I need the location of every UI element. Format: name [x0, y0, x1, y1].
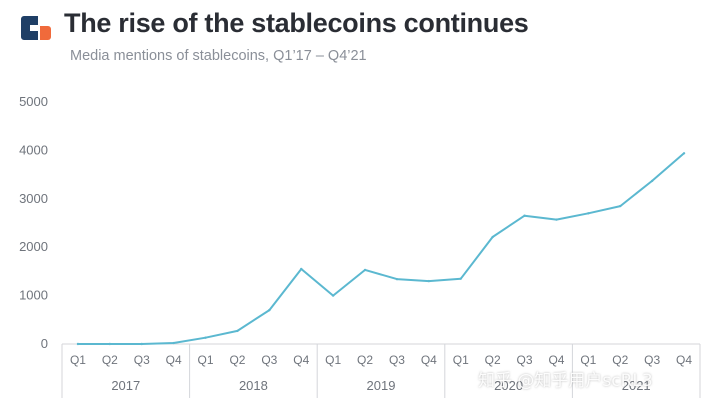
x-tick-label: Q2	[612, 353, 628, 367]
x-tick-label: Q1	[198, 353, 214, 367]
chart-subtitle: Media mentions of stablecoins, Q1’17 – Q…	[70, 48, 367, 64]
chart-title: The rise of the stablecoins continues	[64, 8, 529, 38]
y-tick-label: 1000	[19, 288, 48, 303]
x-tick-label: Q4	[166, 353, 182, 367]
data-point	[587, 212, 590, 215]
x-tick-label: Q1	[70, 353, 86, 367]
watermark: 知乎 @知乎用户scRL3	[478, 371, 653, 391]
x-tick-label: Q2	[485, 353, 501, 367]
data-point	[650, 179, 654, 183]
data-point	[523, 214, 526, 217]
x-tick-label: Q2	[357, 353, 373, 367]
x-tick-label: Q4	[548, 353, 564, 367]
data-point	[363, 268, 367, 272]
year-label: 2020	[494, 378, 523, 393]
company-logo-icon	[20, 14, 52, 42]
data-point	[395, 277, 399, 281]
x-tick-label: Q4	[676, 353, 692, 367]
x-tick-label: Q1	[453, 353, 469, 367]
data-point	[459, 277, 462, 280]
data-point	[491, 235, 494, 239]
x-tick-label: Q2	[229, 353, 245, 367]
data-point	[140, 342, 143, 346]
data-point	[427, 279, 431, 283]
x-tick-label: Q3	[389, 353, 405, 367]
data-point	[331, 294, 335, 297]
data-point	[619, 204, 622, 208]
y-tick-label: 4000	[19, 142, 48, 157]
y-tick-label: 5000	[19, 94, 48, 109]
x-tick-label: Q4	[293, 353, 309, 367]
year-label: 2018	[239, 378, 268, 393]
data-point	[555, 218, 558, 221]
y-tick-label: 3000	[19, 191, 48, 206]
x-tick-label: Q3	[134, 353, 150, 367]
y-tick-label: 0	[41, 336, 48, 351]
logo-right-shape	[40, 26, 51, 40]
x-tick-label: Q1	[580, 353, 596, 367]
year-label: 2017	[111, 378, 140, 393]
series-line	[78, 152, 685, 345]
data-point	[76, 342, 80, 346]
x-tick-label: Q4	[421, 353, 437, 367]
data-point	[236, 329, 239, 333]
x-tick-label: Q1	[325, 353, 341, 367]
data-point	[108, 342, 112, 346]
data-point	[204, 336, 207, 339]
x-tick-label: Q3	[261, 353, 277, 367]
data-point	[172, 341, 175, 345]
x-tick-label: Q3	[644, 353, 660, 367]
data-point	[300, 267, 303, 271]
x-tick-label: Q2	[102, 353, 118, 367]
data-point	[268, 308, 271, 312]
year-label: 2021	[622, 378, 651, 393]
y-tick-label: 2000	[19, 239, 48, 254]
logo-left-shape	[21, 16, 38, 40]
data-point	[682, 152, 686, 155]
year-label: 2019	[367, 378, 396, 393]
x-tick-label: Q3	[517, 353, 533, 367]
